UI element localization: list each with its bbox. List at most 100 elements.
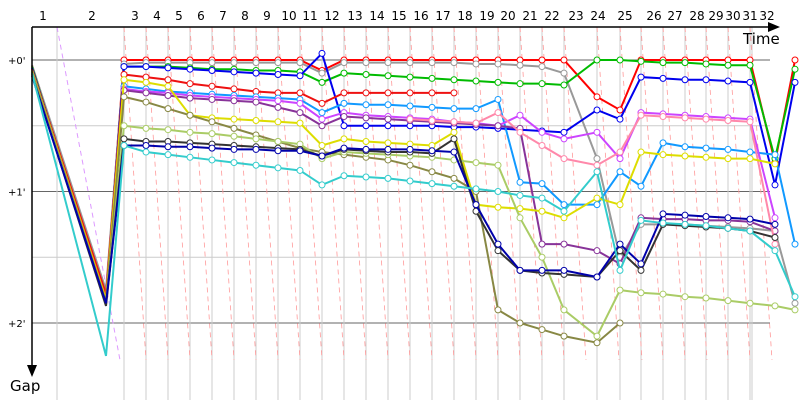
data-point: [593, 128, 601, 136]
data-point: [274, 138, 282, 146]
data-point: [208, 82, 216, 90]
x-tick-label: 31: [742, 9, 757, 23]
data-point: [120, 93, 128, 101]
data-point: [406, 161, 414, 169]
data-point: [516, 80, 524, 88]
data-point: [659, 151, 667, 159]
data-point: [494, 109, 502, 117]
data-point: [616, 148, 624, 156]
data-point: [771, 181, 779, 189]
data-point: [384, 122, 392, 130]
series-6: [31, 72, 779, 303]
data-point: [142, 98, 150, 106]
data-point: [340, 99, 348, 107]
data-point: [516, 61, 524, 69]
axes: Time Gap: [10, 22, 780, 395]
lap-marker-line: [211, 26, 235, 361]
data-point: [724, 145, 732, 153]
data-point: [142, 124, 150, 132]
data-point: [318, 181, 326, 189]
lap-marker-line: [387, 26, 411, 361]
data-point: [230, 132, 238, 140]
data-point: [296, 72, 304, 80]
data-point: [406, 115, 414, 123]
data-point: [724, 224, 732, 232]
data-point: [538, 326, 546, 334]
data-point: [472, 119, 480, 127]
data-point: [472, 201, 480, 209]
data-point: [681, 293, 689, 301]
data-point: [538, 266, 546, 274]
data-point: [593, 93, 601, 101]
data-point: [494, 161, 502, 169]
data-point: [252, 135, 260, 143]
data-point: [450, 148, 458, 156]
data-point: [450, 105, 458, 113]
x-tick-label: 21: [522, 9, 537, 23]
x-tick-label: 11: [302, 9, 317, 23]
x-tick-label: 7: [219, 9, 227, 23]
x-tick-label: 3: [131, 9, 139, 23]
data-point: [186, 80, 194, 88]
data-point: [681, 152, 689, 160]
data-point: [494, 203, 502, 211]
data-point: [538, 253, 546, 261]
data-point: [362, 70, 370, 78]
lap-marker-line: [727, 26, 751, 361]
data-point: [538, 180, 546, 188]
data-point: [560, 306, 568, 314]
series-8: [406, 109, 779, 248]
data-point: [538, 141, 546, 149]
data-point: [428, 168, 436, 176]
data-point: [384, 174, 392, 182]
data-point: [616, 155, 624, 163]
data-point: [702, 222, 710, 230]
data-point: [746, 155, 754, 163]
data-point: [560, 332, 568, 340]
data-point: [724, 61, 732, 69]
data-point: [142, 89, 150, 97]
x-tick-label: 16: [413, 9, 428, 23]
data-point: [120, 76, 128, 84]
data-point: [230, 145, 238, 153]
lap-marker-line: [321, 26, 345, 361]
data-point: [560, 155, 568, 163]
data-point: [637, 289, 645, 297]
x-tick-label: 27: [667, 9, 682, 23]
data-point: [340, 89, 348, 97]
data-point: [142, 63, 150, 71]
data-point: [318, 99, 326, 107]
lap-marker-line: [277, 26, 301, 361]
data-point: [681, 211, 689, 219]
data-point: [318, 141, 326, 149]
data-point: [186, 94, 194, 102]
lap-marker-line: [453, 26, 477, 361]
x-tick-label: 1: [39, 9, 47, 23]
lap-marker-line: [662, 26, 686, 361]
data-point: [362, 122, 370, 130]
data-point: [296, 119, 304, 127]
data-point: [702, 115, 710, 123]
data-point: [406, 73, 414, 81]
series-12: [31, 74, 779, 307]
data-point: [274, 164, 282, 172]
x-tick-label: 10: [281, 9, 296, 23]
data-point: [186, 153, 194, 161]
series-14: [31, 72, 799, 357]
data-point: [516, 214, 524, 222]
data-point: [450, 174, 458, 182]
data-point: [450, 76, 458, 84]
data-point: [252, 145, 260, 153]
data-point: [450, 182, 458, 190]
data-point: [659, 139, 667, 147]
x-axis-arrow-icon: [768, 22, 780, 32]
data-point: [746, 148, 754, 156]
data-point: [340, 113, 348, 121]
series-line: [31, 75, 776, 304]
data-point: [186, 65, 194, 73]
data-point: [616, 266, 624, 274]
data-point: [659, 74, 667, 82]
x-tick-label: 13: [347, 9, 362, 23]
data-point: [681, 59, 689, 67]
x-tick-label: 6: [197, 9, 205, 23]
